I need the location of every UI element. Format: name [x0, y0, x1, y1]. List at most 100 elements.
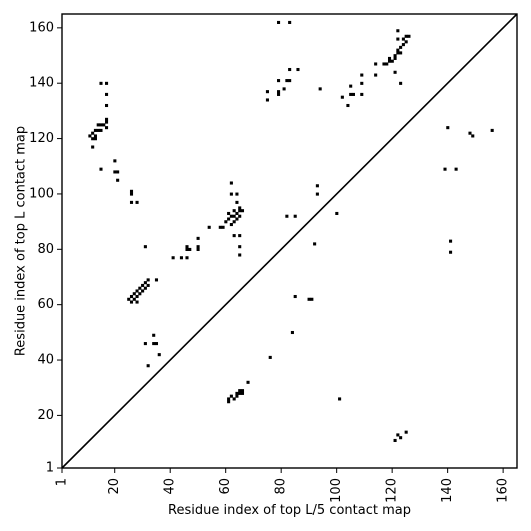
contact-point [141, 289, 145, 293]
x-tick-label: 20 [107, 478, 122, 495]
contact-point [238, 245, 242, 249]
contact-point [404, 430, 408, 434]
contact-point [224, 220, 228, 224]
y-tick-label: 80 [37, 242, 54, 257]
x-tick-label: 80 [274, 478, 289, 495]
contact-point [232, 220, 236, 224]
contact-point [265, 98, 269, 102]
contact-point [240, 391, 245, 395]
contact-point [454, 167, 458, 171]
x-tick-label: 40 [163, 478, 178, 495]
contact-point [349, 84, 353, 88]
contact-point [99, 128, 103, 132]
contact-point [238, 209, 242, 213]
y-tick-label: 60 [37, 297, 54, 312]
contact-point [113, 170, 117, 174]
contact-point [129, 200, 134, 204]
contact-point [374, 73, 378, 77]
contact-point [196, 245, 200, 249]
y-tick-label: 100 [29, 186, 54, 201]
contact-point [235, 211, 239, 216]
contact-point [207, 225, 211, 229]
contact-point [396, 37, 400, 41]
contact-point [227, 400, 231, 404]
contact-point [360, 81, 364, 85]
contact-point [238, 214, 242, 218]
contact-point [393, 70, 397, 74]
contact-point [93, 134, 97, 138]
contact-point [396, 29, 400, 33]
contact-point [91, 137, 95, 141]
contact-point [288, 79, 292, 83]
contact-point [218, 225, 222, 229]
y-tick-label: 160 [29, 20, 54, 35]
contact-point [404, 34, 408, 38]
contact-point [307, 297, 311, 301]
contact-point [105, 81, 109, 85]
contact-point [135, 300, 139, 304]
contact-point [91, 145, 95, 149]
y-axis-label: Residue index of top L contact map [14, 126, 29, 356]
points-layer [88, 20, 494, 443]
contact-point [407, 34, 411, 38]
contact-point [318, 87, 322, 91]
contact-point [382, 62, 386, 66]
contact-point [143, 286, 147, 290]
contact-point [143, 342, 147, 346]
contact-point [240, 389, 245, 393]
contact-point [91, 131, 95, 135]
x-tick-label: 1 [55, 478, 70, 486]
contact-point [296, 67, 300, 72]
contact-point [399, 45, 403, 49]
contact-point [310, 297, 314, 301]
contact-point [138, 292, 142, 296]
contact-point [315, 192, 319, 196]
contact-point [227, 211, 231, 216]
contact-point [129, 189, 134, 193]
contact-point [105, 126, 109, 130]
x-tick-label: 100 [329, 478, 344, 503]
contact-point [360, 92, 364, 96]
contact-point [93, 137, 97, 141]
contact-point [229, 223, 233, 227]
ticks-layer: 1 20 40 60 80 100 120 140 1601204060801001201401… [29, 20, 510, 502]
contact-point [277, 79, 281, 83]
contact-point [277, 92, 281, 96]
contact-point [185, 256, 189, 260]
contact-point [399, 81, 403, 85]
contact-point [227, 217, 231, 221]
contact-point [349, 92, 353, 96]
y-tick-label: 40 [37, 353, 54, 368]
contact-point [105, 117, 109, 121]
contact-point [185, 245, 189, 249]
contact-point [185, 247, 189, 251]
x-tick-label: 60 [218, 478, 233, 495]
contact-point [290, 330, 294, 335]
contact-point [179, 256, 183, 260]
contact-point [135, 200, 139, 204]
contact-point [360, 73, 364, 77]
contact-point [285, 79, 289, 83]
contact-point [277, 20, 281, 24]
contact-point [235, 192, 239, 196]
contact-point [93, 128, 97, 132]
contact-point [127, 297, 131, 301]
contact-point [238, 234, 242, 238]
contact-point [238, 391, 242, 395]
contact-point [246, 380, 250, 384]
contact-point [196, 236, 200, 240]
contact-point [143, 245, 147, 249]
contact-point [229, 192, 233, 196]
contact-point [171, 256, 175, 260]
contact-point [116, 170, 120, 174]
contact-point [387, 56, 392, 60]
x-tick-label: 140 [440, 478, 455, 503]
contact-point [129, 300, 134, 304]
contact-point [471, 134, 475, 138]
contact-point [340, 95, 344, 99]
plot-frame [61, 13, 518, 469]
contact-point [99, 167, 103, 171]
contact-point [135, 289, 139, 293]
y-tick-label: 140 [29, 76, 54, 91]
contact-point [346, 103, 350, 108]
